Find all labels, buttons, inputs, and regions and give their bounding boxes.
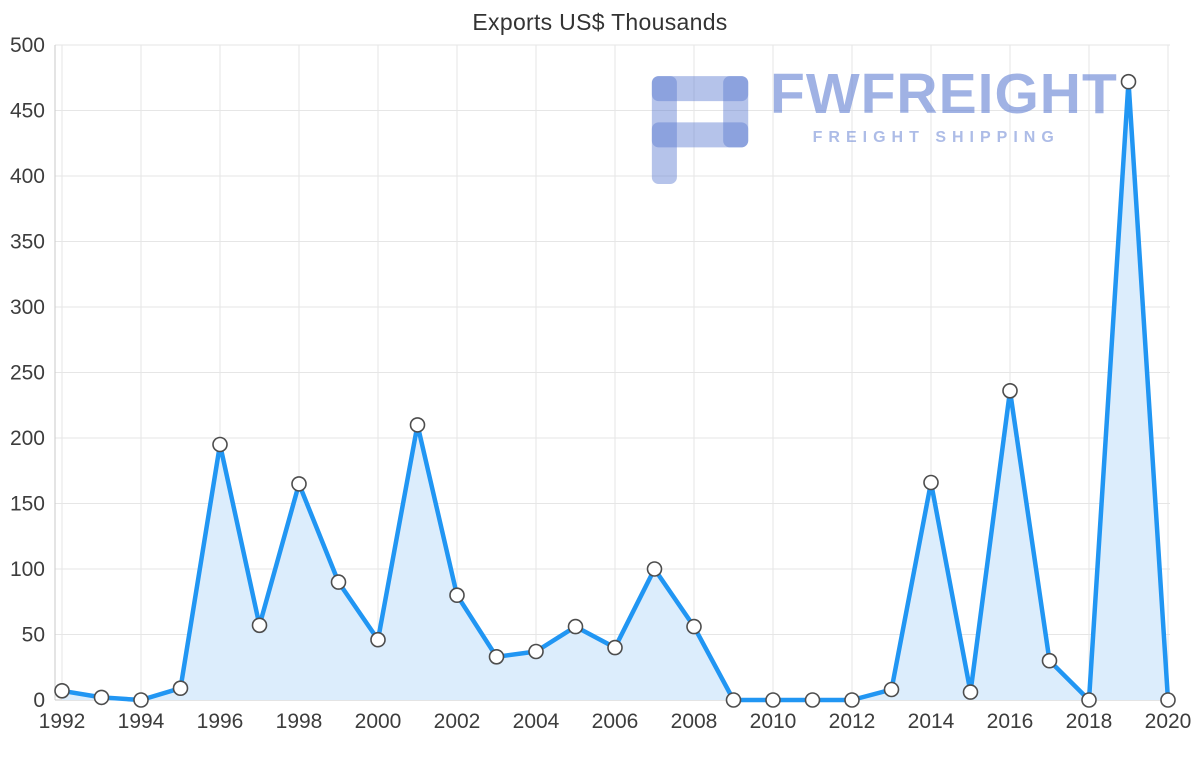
x-tick-label: 1992: [39, 710, 86, 733]
y-tick-label: 0: [33, 689, 45, 712]
y-tick-label: 200: [10, 427, 45, 450]
data-point[interactable]: [1002, 382, 1018, 399]
x-tick-label: 2014: [908, 710, 955, 733]
y-tick-label: 500: [10, 34, 45, 57]
y-tick-label: 450: [10, 100, 45, 123]
y-tick-label: 400: [10, 165, 45, 188]
data-point[interactable]: [1081, 692, 1097, 708]
data-point[interactable]: [1120, 73, 1137, 90]
data-point[interactable]: [54, 682, 70, 699]
y-tick-label: 250: [10, 362, 45, 385]
data-point[interactable]: [449, 587, 465, 604]
data-point[interactable]: [686, 618, 702, 635]
data-point[interactable]: [251, 617, 268, 634]
data-point[interactable]: [172, 680, 189, 697]
x-tick-label: 2008: [671, 710, 718, 733]
data-point[interactable]: [844, 692, 860, 708]
x-tick-label: 1998: [276, 710, 323, 733]
data-point[interactable]: [646, 561, 663, 577]
x-tick-label: 1996: [197, 710, 244, 733]
x-tick-label: 2000: [355, 710, 402, 733]
data-point[interactable]: [370, 631, 386, 648]
data-point[interactable]: [488, 648, 505, 665]
data-point[interactable]: [133, 692, 149, 708]
data-point[interactable]: [765, 692, 781, 708]
data-point[interactable]: [804, 692, 821, 708]
data-point[interactable]: [330, 574, 347, 590]
data-point[interactable]: [725, 692, 742, 708]
x-tick-label: 2020: [1145, 710, 1192, 733]
data-point[interactable]: [528, 643, 544, 660]
x-tick-label: 1994: [118, 710, 165, 733]
x-tick-label: 2006: [592, 710, 639, 733]
data-point[interactable]: [962, 684, 979, 700]
y-tick-label: 300: [10, 296, 45, 319]
x-tick-label: 2004: [513, 710, 560, 733]
y-tick-label: 350: [10, 231, 45, 254]
x-tick-label: 2002: [434, 710, 481, 733]
data-point[interactable]: [291, 476, 307, 492]
data-point[interactable]: [883, 681, 900, 698]
data-point[interactable]: [212, 436, 228, 453]
data-point[interactable]: [1160, 692, 1176, 708]
x-tick-label: 2018: [1066, 710, 1113, 733]
x-tick-label: 2010: [750, 710, 797, 733]
data-point[interactable]: [923, 474, 939, 491]
data-point[interactable]: [93, 689, 110, 706]
y-tick-label: 150: [10, 493, 45, 516]
chart-title: Exports US$ Thousands: [472, 9, 728, 35]
y-tick-label: 50: [22, 624, 45, 647]
data-point[interactable]: [607, 639, 623, 656]
x-tick-label: 2016: [987, 710, 1034, 733]
data-point[interactable]: [567, 618, 584, 635]
data-point[interactable]: [1041, 652, 1058, 669]
x-tick-label: 2012: [829, 710, 876, 733]
data-point[interactable]: [409, 417, 426, 433]
y-tick-label: 100: [10, 558, 45, 581]
